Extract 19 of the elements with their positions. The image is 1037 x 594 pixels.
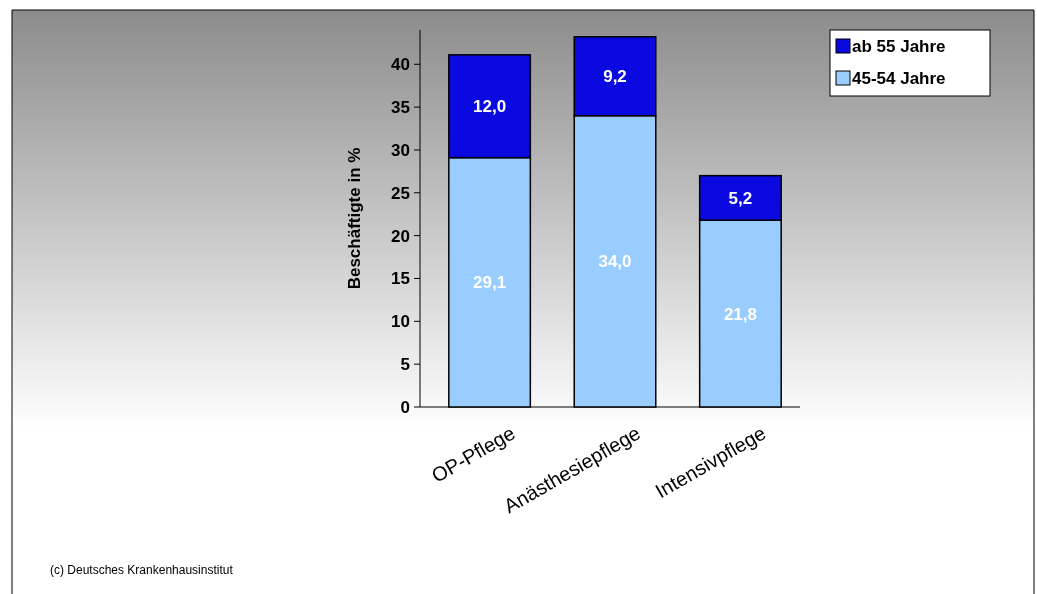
- data-label: 12,0: [473, 97, 507, 117]
- legend-label: ab 55 Jahre: [852, 36, 946, 56]
- data-label: 9,2: [603, 67, 627, 87]
- y-tick-label: 20: [391, 226, 410, 246]
- y-tick-label: 5: [400, 355, 410, 375]
- y-tick-label: 10: [391, 312, 410, 332]
- y-tick-label: 40: [391, 55, 410, 75]
- y-axis-title: Beschäftigte in %: [345, 147, 364, 290]
- data-label: 21,8: [723, 304, 757, 324]
- y-tick-label: 30: [391, 140, 410, 160]
- data-label: 29,1: [473, 273, 507, 293]
- legend-label: 45-54 Jahre: [852, 68, 946, 88]
- y-tick-label: 15: [391, 269, 410, 289]
- y-tick-label: 35: [391, 98, 410, 118]
- data-label: 5,2: [728, 188, 753, 208]
- y-tick-label: 0: [400, 397, 410, 417]
- text: (c) Deutsches Krankenhausinstitut: [50, 563, 234, 577]
- y-tick-label: 25: [391, 183, 410, 203]
- data-label: 34,0: [598, 252, 632, 272]
